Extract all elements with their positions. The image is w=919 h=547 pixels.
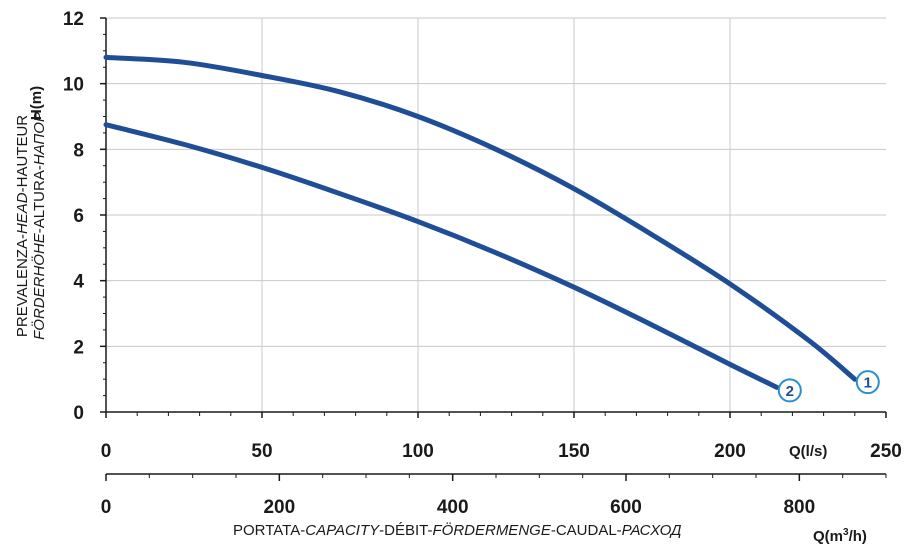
y-tick-label: 10 <box>63 75 84 96</box>
x-tick-label-ls: 50 <box>251 441 272 462</box>
curve-badge-label: 1 <box>864 375 872 392</box>
y-title-line2-part-2: -ALTURA- <box>31 165 48 233</box>
minor-ticks <box>100 17 887 481</box>
curve-badge-2: 2 <box>777 378 802 403</box>
x-tick-labels-ls: 0 50 100 150 200 250 <box>101 441 902 462</box>
curve-badge-1: 1 <box>855 370 880 395</box>
y-tick-label: 12 <box>63 9 84 30</box>
x-title-part-6: РАСХОД <box>622 522 682 539</box>
y-unit-group: H(m) <box>28 86 45 120</box>
y-axis-title: PREVALENZA-HEAD-HAUTEUR FÖRDERHÖHE-ALTUR… <box>14 112 48 340</box>
x-tick-label-ls: 200 <box>714 441 746 462</box>
x-tick-label-m3h: 600 <box>610 497 642 518</box>
x-tick-label-ls: 250 <box>870 441 902 462</box>
y-tick-label: 8 <box>73 140 84 161</box>
x-unit-m3h: Q(m3/h) <box>813 527 867 545</box>
y-title-line1-part-3: -HAUTEUR <box>14 115 31 193</box>
curve-badge-circle <box>777 378 802 403</box>
y-title-line2-part-1: FÖRDERHÖHE <box>30 232 48 340</box>
x-tick-label-m3h: 0 <box>101 497 112 518</box>
x-tick-label-ls: 0 <box>101 441 112 462</box>
x-unit-m3h-tail: /h) <box>849 528 867 545</box>
y-tick-label: 4 <box>73 272 84 293</box>
pump-curves <box>103 54 858 390</box>
curve-2 <box>103 122 780 390</box>
y-title-line2-part-3: НАПОР <box>31 112 48 165</box>
x-tick-label-ls: 150 <box>558 441 590 462</box>
x-tick-label-ls: 100 <box>402 441 434 462</box>
y-unit: H(m) <box>28 86 45 120</box>
x-tick-label-m3h: 200 <box>263 497 295 518</box>
y-tick-label: 0 <box>73 403 84 424</box>
x-title-part-4: FÖRDERMENGE <box>432 521 551 539</box>
x-title-part-2: CAPACITY <box>305 522 380 539</box>
y-tick-label: 2 <box>73 337 84 358</box>
x-title-part-5: -CAUDAL- <box>551 522 622 539</box>
x-tick-labels-m3h: 0 200 400 600 800 <box>101 497 815 518</box>
x-unit-m3h-sup: 3 <box>843 527 849 538</box>
y-title-line1-part-1: PREVALENZA- <box>14 234 31 337</box>
y-title-line1-part-2: HEAD <box>14 192 31 234</box>
grid-lines <box>106 17 886 412</box>
x-title-part-1: PORTATA- <box>233 522 305 539</box>
x-tick-label-m3h: 400 <box>437 497 469 518</box>
y-title-line-2: FÖRDERHÖHE-ALTURA-НАПОР <box>30 112 48 340</box>
y-title-line-1: PREVALENZA-HEAD-HAUTEUR <box>14 115 31 337</box>
y-tick-labels: 0 2 4 6 8 10 12 <box>63 9 85 424</box>
curve-badge-circle <box>855 370 880 395</box>
curve-badge-label: 2 <box>786 383 794 400</box>
x-unit-m3h-base: Q(m <box>813 528 843 545</box>
curve-1 <box>103 54 858 382</box>
curve-badges: 12 <box>777 370 880 403</box>
x-unit-ls: Q(l/s) <box>789 443 827 460</box>
y-tick-label: 6 <box>73 206 84 227</box>
x-axis-title: PORTATA-CAPACITY-DÉBIT-FÖRDERMENGE-CAUDA… <box>233 521 682 539</box>
x-tick-label-m3h: 800 <box>783 497 815 518</box>
x-title-part-3: -DÉBIT- <box>379 522 432 539</box>
